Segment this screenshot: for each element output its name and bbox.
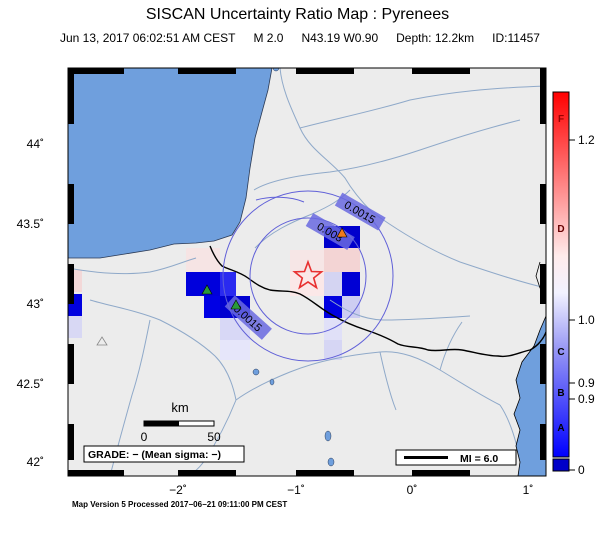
scale-bar-end: 50 (207, 430, 221, 444)
scale-bar-unit: km (171, 400, 188, 415)
colorbar-value: 1.0 (578, 313, 595, 327)
grade-box: GRADE: − (Mean sigma: −) (83, 445, 245, 463)
station-triangle-inactive[interactable] (96, 336, 108, 346)
lat-tick: 43˚ (27, 297, 44, 311)
event-info: Jun 13, 2017 06:02:51 AM CEST M 2.0 N43.… (60, 31, 540, 45)
sea-bay-of-biscay (68, 68, 273, 259)
station-triangle-green[interactable] (201, 284, 213, 295)
lon-tick-labels: −2˚ −1˚ 0˚ 1˚ (169, 483, 533, 497)
event-magnitude: M 2.0 (253, 31, 284, 45)
colorbar-letter: F (558, 114, 564, 125)
event-depth: Depth: 12.2km (396, 31, 475, 45)
lake (324, 430, 332, 442)
grid-cell (186, 248, 220, 272)
lake (272, 68, 280, 72)
grid-cell (342, 296, 360, 318)
contour-inner (249, 217, 367, 335)
colorbar-value: 0.9 (578, 376, 595, 390)
scale-bar-start: 0 (141, 430, 148, 444)
grid-cell (324, 248, 360, 272)
lon-tick: 0˚ (407, 483, 418, 497)
lon-tick: 1˚ (523, 483, 534, 497)
river (371, 211, 546, 289)
sea-mediterranean (513, 315, 546, 476)
grid-cell (220, 272, 236, 296)
colorbar-letter: A (557, 423, 564, 434)
event-datetime: Jun 13, 2017 06:02:51 AM CEST (60, 31, 236, 45)
lat-tick: 43.5˚ (17, 217, 44, 231)
station-triangle-green[interactable] (230, 299, 242, 310)
grid-cell (68, 316, 82, 338)
colorbar-value: 0 (578, 463, 585, 477)
grid-cell (342, 272, 360, 296)
grid-cell (204, 296, 220, 318)
river (279, 68, 373, 213)
national-border (209, 245, 546, 358)
lake (252, 368, 260, 376)
colorbar-value: 0.9 (578, 392, 595, 406)
colorbar-letter: D (557, 224, 564, 235)
river (253, 119, 521, 191)
map-frame (67, 67, 547, 477)
river (329, 299, 471, 321)
mi-text: MI = 6.0 (460, 453, 498, 465)
lat-tick-labels: 44˚ 43.5˚ 43˚ 42.5˚ 42˚ (17, 137, 44, 469)
station-triangle-orange[interactable] (336, 227, 348, 238)
map-footer: Map Version 5 Processed 2017−06−21 09:11… (72, 500, 288, 509)
grid-cell (324, 340, 342, 360)
uncertainty-contours (222, 190, 394, 362)
event-location: N43.19 W0.90 (301, 31, 379, 45)
lat-tick: 42.5˚ (17, 377, 44, 391)
river (89, 299, 237, 401)
contour-outer (222, 190, 394, 362)
grid-cell (290, 250, 324, 272)
lat-tick: 42˚ (27, 455, 44, 469)
river (299, 85, 546, 129)
lakes (252, 68, 335, 467)
grade-text: GRADE: − (Mean sigma: −) (88, 449, 221, 461)
colorbar-letter: C (557, 347, 564, 358)
river (379, 351, 397, 411)
lake (327, 457, 335, 467)
contour-arc (255, 196, 305, 203)
epicenter-star[interactable] (292, 259, 324, 290)
grid-cell (324, 318, 342, 340)
grid-cell (220, 318, 250, 340)
lake (269, 378, 275, 386)
map-area: 0.003 0.0015 0.0015 (68, 68, 546, 476)
river (439, 321, 463, 371)
grid-cell (324, 272, 342, 296)
colorbar-letter: B (557, 388, 564, 399)
lat-tick: 44˚ (27, 137, 44, 151)
event-id: ID:11457 (492, 31, 540, 45)
contour-label-bg (305, 213, 355, 251)
scale-bar: km 0 50 (141, 400, 221, 444)
grid-cell (220, 340, 250, 360)
mi-box: MI = 6.0 (395, 449, 517, 466)
map-title: SISCAN Uncertainty Ratio Map : Pyrenees (145, 6, 450, 23)
colorbar-value: 1.2 (578, 133, 595, 147)
river (68, 257, 197, 275)
contour-label-bg (334, 192, 386, 231)
lon-tick: −1˚ (287, 483, 305, 497)
uncertainty-cells (68, 226, 360, 360)
colorbar-bottom-swatch (552, 458, 570, 472)
colorbar: F D C B A 1.2 1.0 0.9 0.9 0 (552, 91, 595, 477)
lon-tick: −2˚ (169, 483, 187, 497)
colorbar-gradient (552, 91, 570, 458)
